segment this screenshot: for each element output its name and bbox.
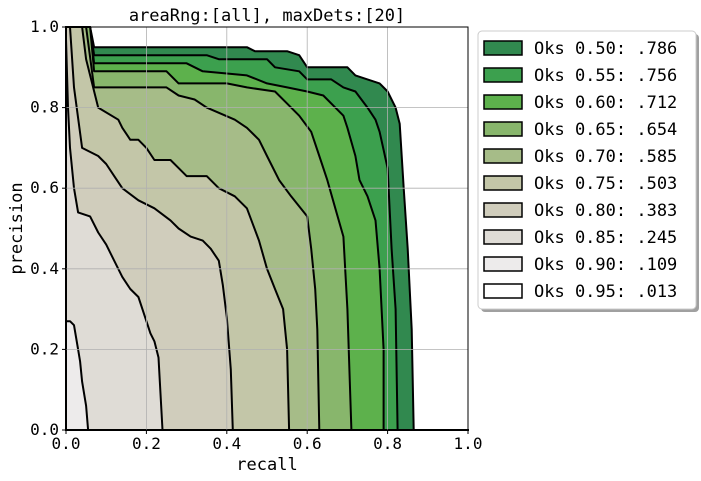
- x-tick-label-1: 0.2: [132, 434, 161, 453]
- legend-label-3: Oks 0.60: .712: [534, 93, 677, 113]
- area-layer: [65, 26, 469, 431]
- y-axis-label: precision: [7, 182, 27, 274]
- legend-label-5: Oks 0.70: .585: [534, 147, 677, 167]
- legend-label-1: Oks 0.50: .786: [534, 39, 677, 59]
- y-tick-label-3: 0.6: [30, 178, 59, 197]
- legend-swatch-6: [483, 175, 523, 191]
- y-tick-label-4: 0.8: [30, 98, 59, 117]
- legend-label-10: Oks 0.95: .013: [534, 282, 677, 302]
- legend-swatch-2: [483, 67, 523, 83]
- legend-swatch-1: [483, 40, 523, 56]
- legend-swatch-7: [483, 202, 523, 218]
- x-tick-label-5: 1.0: [454, 434, 483, 453]
- legend-label-9: Oks 0.90: .109: [534, 255, 677, 275]
- y-tick-label-1: 0.2: [30, 339, 59, 358]
- legend-label-8: Oks 0.85: .245: [534, 228, 677, 248]
- legend-swatch-5: [483, 148, 523, 164]
- x-tick-label-4: 0.8: [373, 434, 402, 453]
- legend: Oks 0.50: .786 Oks 0.55: .756 Oks 0.60: .7…: [477, 30, 699, 312]
- x-tick-label-2: 0.4: [212, 434, 241, 453]
- axes-frame: [65, 26, 469, 431]
- x-tick-label-0: 0.0: [52, 434, 81, 453]
- y-tick-label-5: 1.0: [30, 17, 59, 36]
- legend-label-4: Oks 0.65: .654: [534, 120, 677, 140]
- y-tick-label-2: 0.4: [30, 259, 59, 278]
- series-area-7: [65, 26, 469, 431]
- legend-swatch-4: [483, 121, 523, 137]
- tick-layer: 0.0 0.2 0.4 0.6 0.8 1.0 0.0 0.2 0.4 0.6 0.8 1.0: [30, 17, 482, 453]
- legend-label-2: Oks 0.55: .756: [534, 66, 677, 86]
- y-tick-label-0: 0.0: [30, 420, 59, 439]
- x-tick-label-3: 0.6: [293, 434, 322, 453]
- legend-swatch-10: [483, 283, 523, 299]
- chart-title: areaRng:[all], maxDets:[20]: [129, 6, 405, 26]
- legend-swatch-8: [483, 229, 523, 245]
- series-area-8: [65, 38, 469, 431]
- legend-swatch-3: [483, 94, 523, 110]
- legend-label-6: Oks 0.75: .503: [534, 174, 677, 194]
- legend-label-7: Oks 0.80: .383: [534, 201, 677, 221]
- legend-swatch-9: [483, 256, 523, 272]
- legend-box: [477, 30, 697, 310]
- x-axis-label: recall: [236, 455, 297, 475]
